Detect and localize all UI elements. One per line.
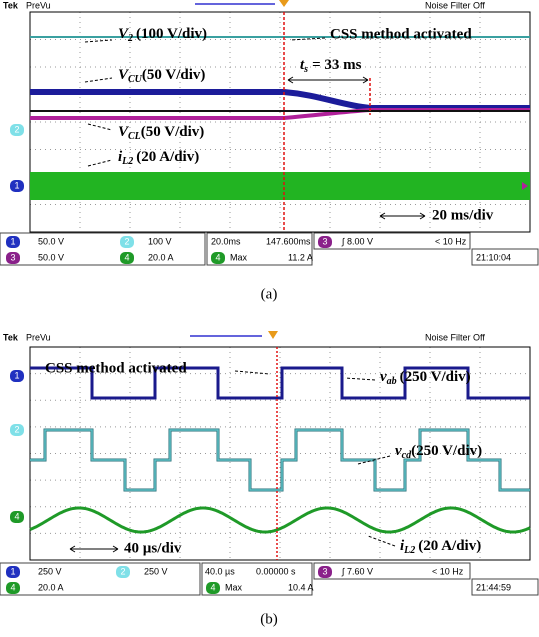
arrow [368,536,395,546]
readout-text: 11.2 A [288,252,313,262]
readout-text: 20.0 A [148,252,174,262]
readout-text: 250 V [38,566,62,576]
arrow [85,78,112,82]
channel-number: 4 [124,252,129,262]
readout-frame [0,233,205,265]
mode: PreVu [26,332,51,342]
readout-text: Max [225,582,243,592]
brand: Tek [3,0,19,10]
arrow [88,124,112,130]
label-timebase: 40 µs/div [124,540,182,556]
channel-number: 2 [120,566,125,576]
label-css: CSS method activated [45,360,187,376]
scale: (20 A/div) [136,149,199,165]
readout-text: 21:44:59 [476,582,511,592]
readout-text: Max [230,252,248,262]
caption: (b) [260,611,278,627]
readout-text: < 10 Hz [435,236,467,246]
label-css: CSS method activated [330,26,472,42]
readout-frame [0,563,200,595]
scale: (50 V/div) [142,67,205,83]
channel-number: 3 [10,252,15,262]
readout-text: 0.00000 s [256,566,296,576]
readout-text: 21:10:04 [476,252,511,262]
readout-text: 10.4 A [288,582,314,592]
trigger-marker [268,331,278,339]
label-vab: vab(250 V/div) [380,369,471,387]
arrow [88,160,112,166]
readout-text: 20.0 A [38,582,64,592]
label-v2: V2(100 V/div) [118,26,207,44]
subscript: CU [128,74,143,85]
readout-text: 100 V [148,236,172,246]
channel-number: 1 [14,180,19,190]
subscript: L2 [403,545,415,556]
filter: Noise Filter Off [425,332,485,342]
ts-arrow [288,77,368,83]
channel-number: 1 [10,236,15,246]
readout-text: ∫ 7.60 V [341,566,373,576]
filter: Noise Filter Off [425,0,485,10]
value: = 33 ms [312,57,362,73]
arrow [85,40,112,42]
readout-text: 40.0 µs [205,566,235,576]
label-vcu: VCU(50 V/div) [118,67,205,85]
readout-text: 147.600ms [266,236,311,246]
label-il2: iL2(20 A/div) [400,538,481,556]
subscript: 2 [127,33,133,44]
channel-number: 3 [322,236,327,246]
scale: (250 V/div) [411,443,482,459]
channel-number: 2 [14,424,19,434]
brand: Tek [3,332,19,342]
subscript: CL [128,131,141,142]
subscript: s [303,64,308,75]
subscript: L2 [121,156,133,167]
scale: (50 V/div) [141,124,204,140]
channel-number: 3 [322,566,327,576]
channel-number: 1 [10,566,15,576]
trace-vcd [30,430,530,490]
figure: Tek PreVu Noise Filter Off V2(100 V/div)… [0,0,539,637]
trigger-marker [279,0,289,7]
channel-number: 4 [215,252,220,262]
label-timebase: 20 ms/div [432,207,494,223]
channel-number: 2 [124,236,129,246]
trace-il2 [30,508,530,532]
channel-number: 4 [14,511,19,521]
channel-number: 4 [10,582,15,592]
caption: (a) [261,286,278,302]
readout-text: ∫ 8.00 V [341,236,373,246]
channel-number: 1 [14,370,19,380]
readout-text: 50.0 V [38,236,64,246]
trace-il2 [30,172,530,200]
scale: (100 V/div) [136,26,207,42]
channel-number: 4 [210,582,215,592]
arrow [345,378,375,380]
scale: (20 A/div) [418,538,481,554]
channel-number: 2 [14,124,19,134]
subscript: ab [387,376,397,387]
readout-text: < 10 Hz [432,566,464,576]
readout-text: 250 V [144,566,168,576]
readout-text: 20.0ms [211,236,241,246]
scale: (250 V/div) [400,369,471,385]
label-ts: ts= 33 ms [300,57,362,75]
mode: PreVu [26,0,51,10]
timebase-arrow [380,213,425,219]
label-vcl: VCL(50 V/div) [118,124,204,142]
timebase-arrow [70,546,118,552]
label-vcd: vcd(250 V/div) [395,443,482,461]
readout-text: 50.0 V [38,252,64,262]
